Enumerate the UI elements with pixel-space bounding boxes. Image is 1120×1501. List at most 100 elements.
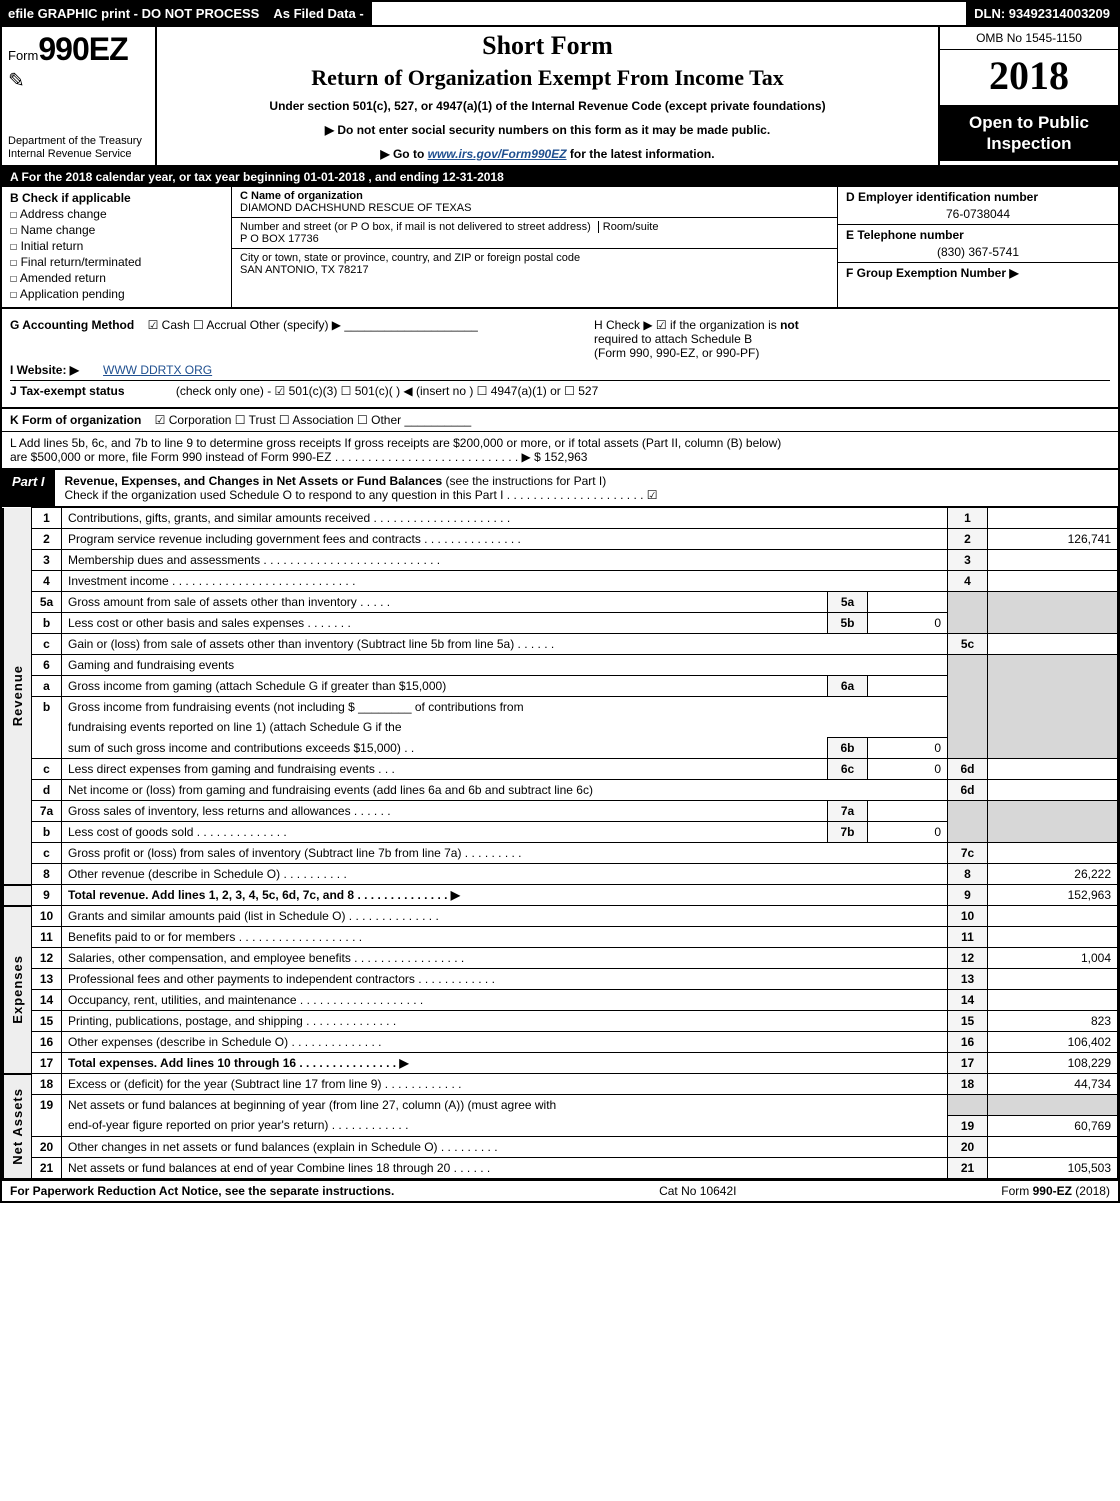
chk-initial-return[interactable]: ☐ Initial return [10, 239, 223, 253]
ln16-num: 16 [32, 1032, 62, 1053]
topbar: efile GRAPHIC print - DO NOT PROCESS As … [2, 2, 1118, 27]
ln15-amt: 823 [988, 1011, 1118, 1032]
line-L: L Add lines 5b, 6c, and 7b to line 9 to … [2, 432, 1118, 470]
ln5b-text: Less cost or other basis and sales expen… [62, 613, 828, 634]
ln1-num: 1 [32, 508, 62, 529]
h-check: H Check ▶ ☑ if the organization is not r… [594, 318, 799, 360]
ln13-num: 13 [32, 969, 62, 990]
c-name: C Name of organization DIAMOND DACHSHUND… [232, 187, 837, 218]
as-filed-label: As Filed Data - [265, 2, 371, 25]
footer-cat-no: Cat No 10642I [659, 1184, 736, 1198]
footer-left: For Paperwork Reduction Act Notice, see … [10, 1184, 394, 1198]
h-text: H Check ▶ ☑ if the organization is [594, 318, 780, 332]
efile-label: efile GRAPHIC print - DO NOT PROCESS [2, 2, 265, 25]
ln7a-iv [868, 801, 948, 822]
ln6a-il: 6a [828, 676, 868, 697]
room-suite-label: Room/suite [598, 221, 659, 233]
section-ghij: G Accounting Method ☑ Cash ☐ Accrual Oth… [2, 309, 1118, 409]
c-addr-label: Number and street (or P O box, if mail i… [240, 221, 591, 233]
ln5b-il: 5b [828, 613, 868, 634]
chk-address-change[interactable]: ☐ Address change [10, 207, 223, 221]
ln4-lab: 4 [948, 571, 988, 592]
ln15-num: 15 [32, 1011, 62, 1032]
j-label: J Tax-exempt status [10, 384, 125, 398]
ln7b-num: b [32, 822, 62, 843]
ln6b-text3: sum of such gross income and contributio… [62, 738, 828, 759]
d-label: D Employer identification number [846, 190, 1038, 204]
subtitle: Under section 501(c), 527, or 4947(a)(1)… [165, 99, 930, 113]
d-ein: D Employer identification number 76-0738… [838, 187, 1118, 225]
ln11-amt [988, 927, 1118, 948]
ln19-amt: 60,769 [988, 1115, 1118, 1136]
ln6b-text2: fundraising events reported on line 1) (… [62, 717, 948, 738]
ln19-text1: Net assets or fund balances at beginning… [62, 1095, 948, 1116]
form-number: Form 990EZ [8, 31, 149, 68]
ln19-num: 19 [32, 1095, 62, 1116]
ln7a-il: 7a [828, 801, 868, 822]
form-prefix: Form [8, 48, 38, 63]
ln8-num: 8 [32, 864, 62, 885]
ln20-text: Other changes in net assets or fund bala… [62, 1136, 948, 1157]
dept-line1: Department of the Treasury [8, 135, 142, 147]
ln18-amt: 44,734 [988, 1074, 1118, 1095]
ln11-text: Benefits paid to or for members . . . . … [62, 927, 948, 948]
goto-link-line: ▶ Go to www.irs.gov/Form990EZ for the la… [165, 147, 930, 161]
ln6c-text: Less direct expenses from gaming and fun… [62, 759, 828, 780]
ln7c-text: Gross profit or (loss) from sales of inv… [62, 843, 948, 864]
footer: For Paperwork Reduction Act Notice, see … [2, 1179, 1118, 1201]
ln11-num: 11 [32, 927, 62, 948]
ln2-text: Program service revenue including govern… [62, 529, 948, 550]
ln11-lab: 11 [948, 927, 988, 948]
section-C: C Name of organization DIAMOND DACHSHUND… [232, 187, 838, 307]
ln5c-amt [988, 634, 1118, 655]
ln5c-text: Gain or (loss) from sale of assets other… [62, 634, 948, 655]
ln10-amt [988, 906, 1118, 927]
g-options: ☑ Cash ☐ Accrual Other (specify) ▶ _____… [148, 318, 478, 332]
ln5c-num: c [32, 634, 62, 655]
l-text-a: L Add lines 5b, 6c, and 7b to line 9 to … [10, 436, 781, 450]
ln6a-iv [868, 676, 948, 697]
irs-link[interactable]: www.irs.gov/Form990EZ [428, 147, 567, 161]
ln6-text: Gaming and fundraising events [62, 655, 948, 676]
ln6d-text: Net income or (loss) from gaming and fun… [62, 780, 948, 801]
c-city: City or town, state or province, country… [232, 249, 837, 279]
ln6-num: 6 [32, 655, 62, 676]
ln7b-iv: 0 [868, 822, 948, 843]
ln8-text: Other revenue (describe in Schedule O) .… [62, 864, 948, 885]
ln15-lab: 15 [948, 1011, 988, 1032]
ln12-text: Salaries, other compensation, and employ… [62, 948, 948, 969]
side-expenses: Expenses [3, 906, 32, 1074]
ln13-text: Professional fees and other payments to … [62, 969, 948, 990]
line-A: A For the 2018 calendar year, or tax yea… [2, 167, 1118, 187]
chk-amended-return[interactable]: ☐ Amended return [10, 271, 223, 285]
ln20-amt [988, 1136, 1118, 1157]
chk-final-return[interactable]: ☐ Final return/terminated [10, 255, 223, 269]
ln16-lab: 16 [948, 1032, 988, 1053]
ln19-text2: end-of-year figure reported on prior yea… [62, 1115, 948, 1136]
ln2-num: 2 [32, 529, 62, 550]
ln10-lab: 10 [948, 906, 988, 927]
chk-application-pending[interactable]: ☐ Application pending [10, 287, 223, 301]
ln17-lab: 17 [948, 1053, 988, 1074]
ln5c-lab: 5c [948, 634, 988, 655]
website-link[interactable]: WWW DDRTX ORG [103, 363, 212, 377]
ln16-text: Other expenses (describe in Schedule O) … [62, 1032, 948, 1053]
chk-name-change[interactable]: ☐ Name change [10, 223, 223, 237]
form-no: 990EZ [38, 31, 127, 68]
ln12-num: 12 [32, 948, 62, 969]
part-i-sub: (see the instructions for Part I) [446, 474, 607, 488]
ln9-text: Total revenue. Add lines 1, 2, 3, 4, 5c,… [62, 885, 948, 906]
ln7b-text: Less cost of goods sold . . . . . . . . … [62, 822, 828, 843]
shade-6 [948, 655, 988, 759]
ln12-lab: 12 [948, 948, 988, 969]
ln4-num: 4 [32, 571, 62, 592]
f-group: F Group Exemption Number ▶ [838, 263, 1118, 283]
ln3-num: 3 [32, 550, 62, 571]
ln1-text: Contributions, gifts, grants, and simila… [62, 508, 948, 529]
ln14-text: Occupancy, rent, utilities, and maintena… [62, 990, 948, 1011]
as-filed-blank [372, 2, 402, 25]
org-address: P O BOX 17736 [240, 233, 319, 245]
ein-value: 76-0738044 [846, 207, 1110, 221]
ln6c-il: 6c [828, 759, 868, 780]
org-name: DIAMOND DACHSHUND RESCUE OF TEXAS [240, 202, 471, 214]
